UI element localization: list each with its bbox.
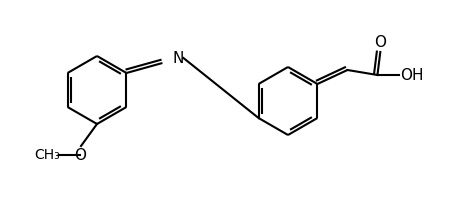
Text: O: O <box>74 148 86 163</box>
Text: OH: OH <box>400 68 423 83</box>
Text: CH₃: CH₃ <box>34 148 60 162</box>
Text: O: O <box>374 34 387 50</box>
Text: N: N <box>173 50 184 66</box>
